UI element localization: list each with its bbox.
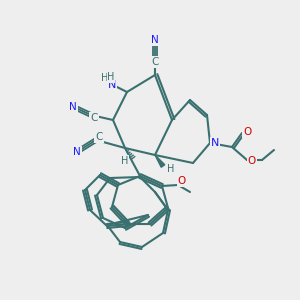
Text: H: H <box>107 72 115 82</box>
Text: O: O <box>178 176 186 186</box>
Text: O: O <box>243 127 251 137</box>
Text: N: N <box>69 102 77 112</box>
Text: N: N <box>108 80 116 90</box>
Text: O: O <box>248 156 256 166</box>
Text: C: C <box>151 57 159 67</box>
Text: C: C <box>95 132 103 142</box>
Polygon shape <box>155 155 165 167</box>
Text: N: N <box>211 138 219 148</box>
Text: H: H <box>167 164 175 174</box>
Text: N: N <box>151 35 159 45</box>
Text: C: C <box>90 113 98 123</box>
Text: H: H <box>101 73 109 83</box>
Text: N: N <box>73 147 81 157</box>
Text: H: H <box>121 156 129 166</box>
